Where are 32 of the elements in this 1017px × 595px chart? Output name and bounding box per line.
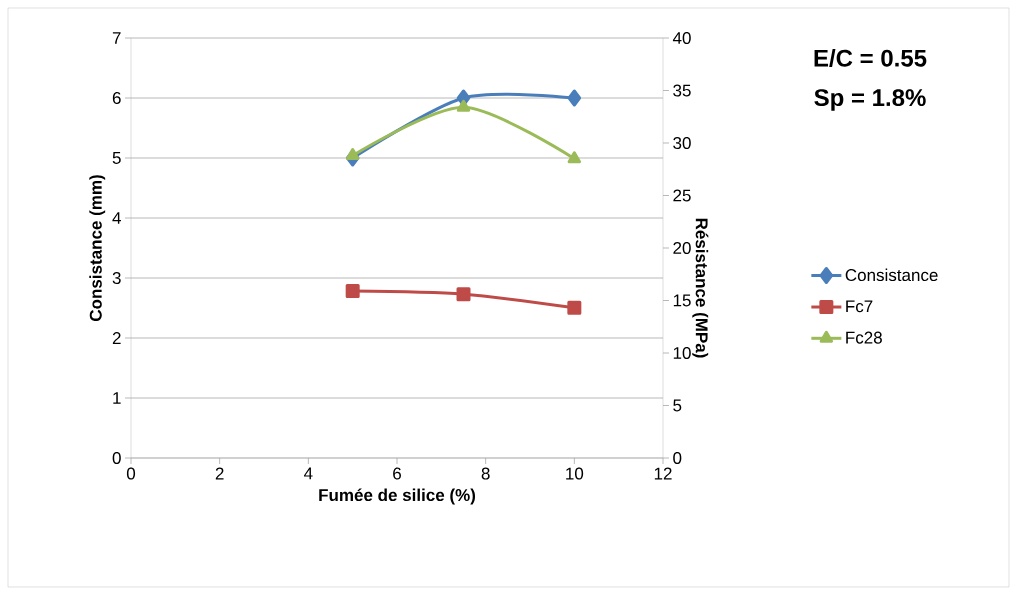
y-tick-label: 1 [113, 392, 121, 404]
y-tick-label: 3 [112, 271, 121, 285]
y2-tick-label: 10 [673, 346, 691, 360]
y2-tick-label: 25 [673, 189, 691, 202]
y2-tick-label: 15 [673, 294, 691, 307]
x-tick-label: 10 [566, 467, 584, 480]
legend-label: Consistance [845, 268, 938, 282]
y-tick-label: 2 [112, 332, 121, 344]
x-tick-label: 2 [215, 467, 224, 480]
text: Sp = 1.8% [814, 89, 926, 111]
y-tick-label: 6 [112, 91, 121, 105]
y-tick-label: 7 [112, 32, 121, 44]
y2-axis-title: Résistance (MPa) [692, 218, 709, 358]
y-tick-label: 0 [112, 451, 121, 465]
y-tick-label: 5 [112, 152, 121, 164]
x-tick-label: 6 [393, 467, 401, 480]
y2-tick-label: 35 [673, 84, 691, 97]
legend-label: Fc7 [846, 300, 873, 313]
x-axis-title: Fumée de silice (%) [319, 488, 476, 505]
y-axis-title: Consistance (mm) [89, 175, 106, 321]
y2-tick-label: 20 [673, 241, 691, 255]
y-tick-label: 4 [112, 212, 121, 224]
x-tick-label: 12 [654, 467, 672, 480]
y2-tick-label: 40 [672, 31, 691, 45]
y2-tick-label: 0 [673, 451, 682, 465]
y2-tick-label: 30 [673, 136, 691, 150]
x-tick-label: 4 [304, 467, 313, 480]
x-tick-label: 0 [126, 467, 136, 480]
legend-label: Fc28 [846, 331, 882, 344]
x-tick-label: 8 [481, 467, 490, 480]
text: E/C = 0.55 [814, 49, 927, 67]
y2-tick-label: 5 [673, 399, 682, 412]
